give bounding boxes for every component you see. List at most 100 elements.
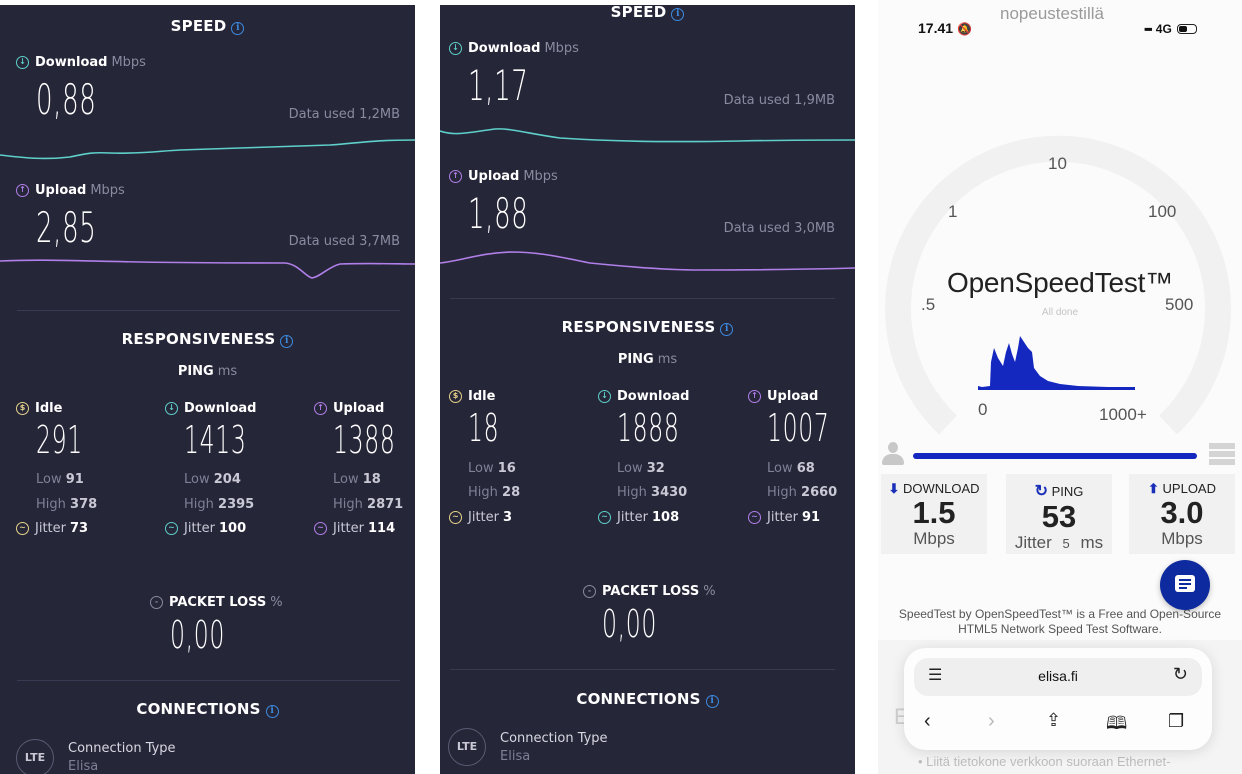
packet-loss-unit: % — [703, 584, 716, 599]
download-label: Download — [35, 55, 108, 70]
reload-icon[interactable]: ↻ — [1172, 664, 1188, 684]
upload-low: Low 68 — [767, 461, 815, 476]
jitter-row: Jitter 5 ms — [1006, 533, 1112, 553]
upload-jitter: ~ Jitter 114 — [314, 521, 395, 536]
footer-text: SpeedTest by OpenSpeedTest™ is a Free an… — [878, 607, 1242, 637]
upload-data-used: Data used 3,0MB — [723, 221, 835, 236]
ping-label: PING — [617, 352, 654, 367]
download-arrow-icon: ↓ — [598, 390, 611, 403]
high-value: 378 — [70, 497, 98, 512]
low-value: 204 — [213, 472, 241, 487]
info-icon[interactable]: i — [705, 695, 719, 708]
download-low: Low 32 — [617, 461, 665, 476]
upload-unit: Mbps — [523, 169, 558, 184]
low-label: Low — [468, 461, 494, 476]
gauge-label-10: 10 — [1048, 154, 1067, 173]
packet-loss-label: PACKET LOSS — [169, 595, 267, 610]
jitter-label: Jitter — [468, 510, 499, 525]
upload-ping-label: Upload — [333, 401, 385, 416]
upload-ping-value: 1388 — [333, 418, 396, 462]
connections-section-title: CONNECTIONS i — [440, 690, 855, 708]
download-unit: Mbps — [913, 529, 955, 548]
connections-title: CONNECTIONS — [136, 700, 261, 718]
url-text[interactable]: elisa.fi — [1038, 668, 1078, 684]
battery-icon — [1176, 24, 1197, 34]
upload-label: Upload — [35, 183, 87, 198]
jitter-icon: ~ — [449, 511, 462, 524]
jitter-label: Jitter — [35, 521, 66, 536]
high-label: High — [617, 485, 647, 500]
upload-arrow-icon: ⬆ — [1148, 481, 1159, 496]
address-bar[interactable]: ☰ elisa.fi ↻ — [914, 658, 1202, 696]
download-data-used: Data used 1,9MB — [723, 93, 835, 108]
ping-header: PING ms — [0, 364, 415, 379]
responsiveness-section-title: RESPONSIVENESS i — [440, 318, 855, 336]
footer-line-2: HTML5 Network Speed Test Software. — [958, 622, 1162, 636]
jitter-icon: ~ — [314, 522, 327, 535]
back-icon[interactable]: ‹ — [924, 710, 931, 732]
jitter-label: Jitter — [617, 510, 648, 525]
bell-muted-icon: 🔕 — [956, 22, 972, 36]
download-speed-graph — [440, 128, 855, 143]
forward-icon[interactable]: › — [988, 710, 995, 732]
upload-value: 2,85 — [36, 203, 97, 252]
share-icon[interactable]: ⇪ — [1046, 710, 1062, 730]
browser-toolbar: ☰ elisa.fi ↻ ‹ › ⇪ 🕮 ❐ — [904, 648, 1212, 750]
idle-icon: $ — [449, 390, 462, 403]
upload-high: High 2871 — [333, 497, 403, 512]
chat-button[interactable] — [1160, 560, 1210, 610]
server-icon — [1209, 443, 1235, 467]
signal-icon: ▪▪▪ — [1144, 22, 1153, 36]
download-value: 1.5 — [912, 495, 956, 530]
speed-title: SPEED — [170, 17, 227, 35]
idle-ping-value: 291 — [36, 418, 83, 462]
page-bullet: • Liitä tietokone verkkoon suoraan Ether… — [918, 754, 1171, 769]
reader-mode-icon[interactable]: ☰ — [928, 667, 943, 684]
lte-badge: LTE — [448, 728, 486, 766]
jitter-value: 73 — [69, 521, 89, 536]
jitter-icon: ~ — [165, 522, 178, 535]
upload-speed-graph — [440, 251, 855, 271]
responsiveness-title: RESPONSIVENESS — [121, 330, 276, 348]
jitter-label: Jitter — [1014, 533, 1052, 552]
info-icon[interactable]: i — [671, 8, 685, 21]
download-value: 0,88 — [36, 75, 97, 124]
connections-title: CONNECTIONS — [576, 690, 701, 708]
download-high: High 3430 — [617, 485, 687, 500]
speed-gauge — [885, 135, 1231, 435]
info-icon[interactable]: i — [231, 22, 245, 35]
jitter-value: 3 — [502, 510, 513, 525]
info-icon[interactable]: i — [265, 705, 279, 718]
bookmarks-icon[interactable]: 🕮 — [1106, 713, 1128, 733]
upload-arrow-icon: ↑ — [314, 402, 327, 415]
info-icon[interactable]: i — [280, 335, 294, 348]
upload-low: Low 18 — [333, 472, 381, 487]
packet-loss-icon: - — [583, 585, 596, 598]
download-low: Low 204 — [184, 472, 241, 487]
section-divider — [17, 310, 400, 311]
jitter-value: 100 — [218, 521, 247, 536]
test-progress-fill — [913, 453, 1197, 459]
responsiveness-section-title: RESPONSIVENESS i — [0, 330, 415, 348]
download-value: 1,17 — [468, 61, 529, 110]
status-bar-time: 17.41 🔕 — [918, 20, 972, 36]
upload-value: 1,88 — [468, 189, 529, 238]
openspeedtest-panel: 17.41 🔕 nopeustestillä ▪▪▪ 4G 0 .5 1 10 … — [878, 0, 1242, 774]
high-label: High — [468, 485, 498, 500]
ping-header: PING ms — [440, 352, 855, 367]
upload-unit: Mbps — [90, 183, 125, 198]
speed-section-title: SPEED i — [440, 5, 855, 21]
upload-ping-label: Upload — [767, 389, 819, 404]
download-graph-line — [440, 128, 855, 143]
upload-arrow-icon: ↑ — [16, 184, 29, 197]
tabs-icon[interactable]: ❐ — [1168, 711, 1185, 731]
low-value: 18 — [362, 472, 381, 487]
info-icon[interactable]: i — [720, 323, 734, 336]
high-value: 3430 — [651, 485, 688, 500]
low-value: 32 — [646, 461, 665, 476]
page-bullet-text: Liitä tietokone verkkoon suoraan Etherne… — [926, 754, 1171, 769]
upload-jitter: ~ Jitter 91 — [748, 510, 820, 525]
video-caption-overlay: nopeustestillä — [1000, 4, 1104, 23]
speedtest-result-panel-2: SPEED i ↓ Download Mbps 1,17 Data used 1,… — [440, 5, 855, 774]
user-icon — [882, 442, 904, 466]
